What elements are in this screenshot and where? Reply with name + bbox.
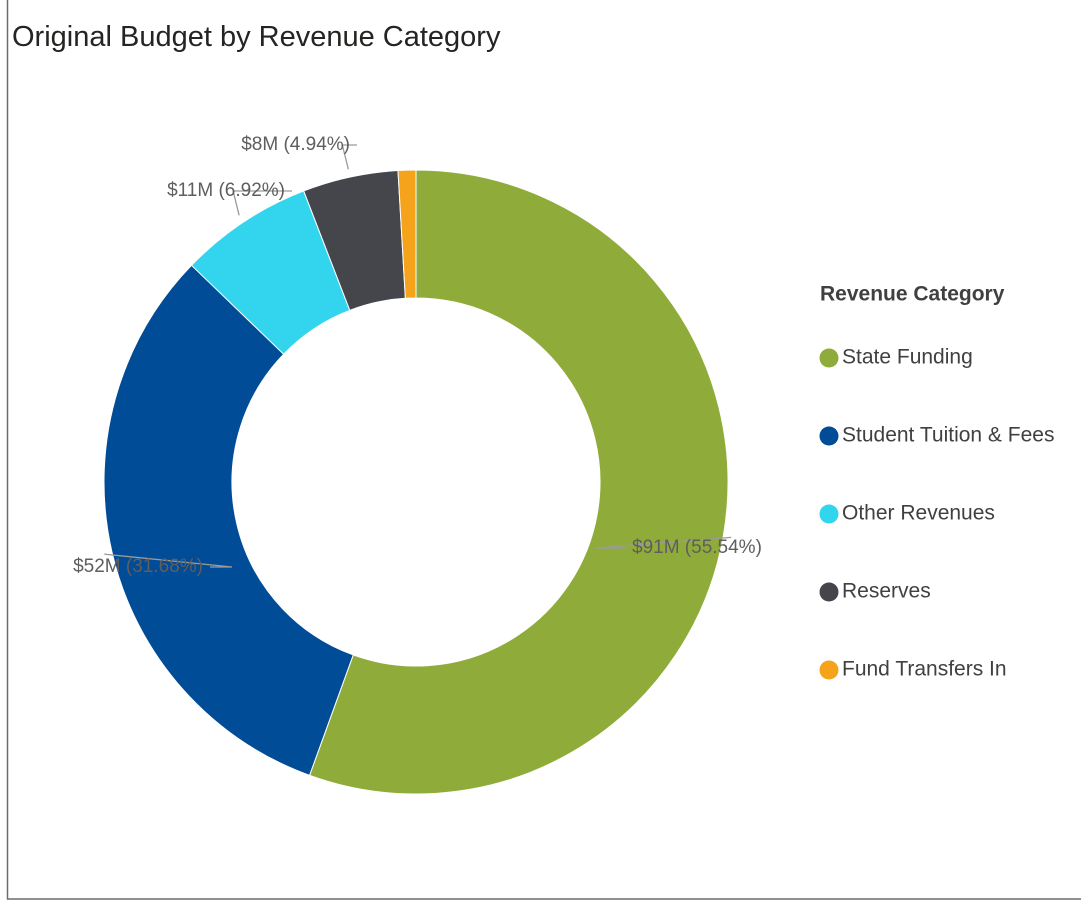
leader-line bbox=[594, 536, 732, 549]
legend-marker bbox=[819, 426, 839, 446]
legend-item: Other Revenues bbox=[842, 502, 995, 525]
legend-marker bbox=[819, 504, 839, 524]
legend-item: State Funding bbox=[842, 346, 973, 369]
data-label: $8M (4.94%) bbox=[241, 134, 350, 155]
legend-item: Fund Transfers In bbox=[842, 658, 1007, 681]
leader-line bbox=[232, 190, 292, 216]
leader-line bbox=[341, 144, 357, 170]
donut-slice bbox=[103, 264, 354, 776]
chart-title: Original Budget by Revenue Category bbox=[12, 21, 501, 53]
donut-slice bbox=[308, 169, 729, 795]
data-label: $11M (6.92%) bbox=[167, 180, 285, 201]
legend-item: Student Tuition & Fees bbox=[842, 424, 1054, 447]
data-label: $52M (31.68%) bbox=[73, 556, 203, 577]
frame bbox=[6, 0, 1081, 900]
legend-marker bbox=[819, 348, 839, 368]
legend-title: Revenue Category bbox=[820, 283, 1005, 306]
legend-marker bbox=[819, 660, 839, 680]
legend-item: Reserves bbox=[842, 580, 931, 603]
legend-marker bbox=[819, 582, 839, 602]
data-label: $91M (55.54%) bbox=[632, 537, 762, 558]
leader-line bbox=[104, 553, 233, 568]
donut-slice bbox=[397, 169, 417, 299]
